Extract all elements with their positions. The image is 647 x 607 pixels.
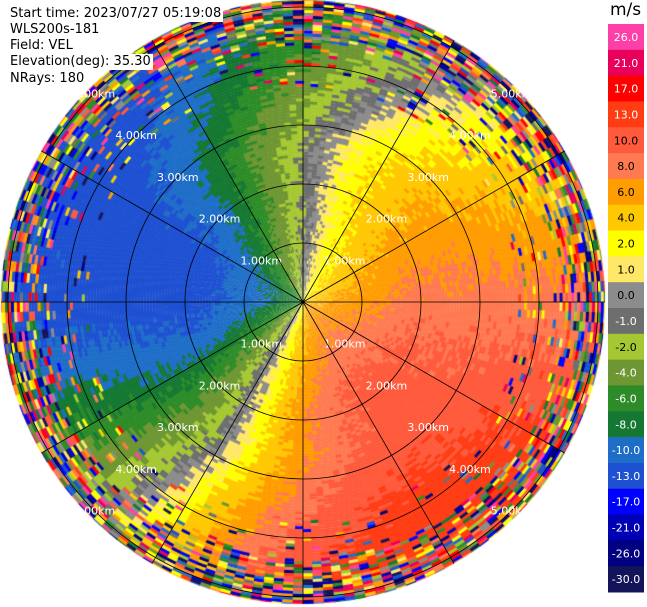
colorbar-segment bbox=[608, 153, 644, 180]
range-ring-label: 3.00km bbox=[157, 421, 199, 434]
colorbar-segment bbox=[608, 514, 644, 541]
range-ring-label: 2.00km bbox=[366, 379, 408, 392]
colorbar-segment bbox=[608, 75, 644, 102]
colorbar-tick-label: -17.0 bbox=[612, 496, 640, 509]
range-ring-label: 5.00km bbox=[491, 87, 533, 100]
colorbar-segment bbox=[608, 540, 644, 567]
range-ring-label: 4.00km bbox=[449, 129, 491, 142]
range-ring-label: 4.00km bbox=[115, 129, 157, 142]
colorbar-tick-label: 8.0 bbox=[617, 160, 635, 173]
colorbar-segment bbox=[608, 566, 644, 593]
instrument-label: WLS200s-181 bbox=[10, 22, 100, 37]
colorbar-tick-label: -2.0 bbox=[615, 341, 636, 354]
range-ring-label: 1.00km bbox=[240, 338, 282, 351]
colorbar-segment bbox=[608, 178, 644, 206]
colorbar-tick-label: 6.0 bbox=[617, 186, 635, 199]
colorbar-segment bbox=[608, 488, 644, 516]
range-ring-label: 2.00km bbox=[199, 213, 241, 226]
colorbar-tick-label: 26.0 bbox=[614, 31, 639, 44]
range-ring-label: 3.00km bbox=[407, 421, 449, 434]
colorbar-tick-label: 10.0 bbox=[614, 134, 639, 147]
colorbar-segment bbox=[608, 282, 644, 309]
colorbar-segment bbox=[608, 204, 644, 232]
azimuth-spoke bbox=[151, 40, 304, 303]
range-ring-label: 3.00km bbox=[407, 171, 449, 184]
range-ring-label: 4.00km bbox=[449, 463, 491, 476]
azimuth-spoke bbox=[151, 301, 304, 564]
range-ring-label: 3.00km bbox=[157, 171, 199, 184]
colorbar-segment bbox=[608, 49, 644, 77]
colorbar-segment bbox=[608, 333, 644, 361]
colorbar-tick-label: -30.0 bbox=[612, 573, 640, 586]
elevation-label: Elevation(deg): 35.30 bbox=[10, 54, 153, 70]
colorbar-segment bbox=[608, 230, 644, 257]
colorbar-segment bbox=[608, 359, 644, 386]
colorbar-unit: m/s bbox=[610, 0, 642, 20]
start-time-label: Start time: 2023/07/27 05:19:08 bbox=[10, 6, 224, 22]
colorbar-tick-label: -13.0 bbox=[612, 470, 640, 483]
colorbar-tick-label: 0.0 bbox=[617, 289, 635, 302]
range-ring-label: 4.00km bbox=[115, 463, 157, 476]
range-ring-label: 1.00km bbox=[324, 338, 366, 351]
colorbar-tick-label: -8.0 bbox=[615, 418, 636, 431]
colorbar-tick-label: -4.0 bbox=[615, 367, 636, 380]
colorbar-tick-label: 4.0 bbox=[617, 212, 635, 225]
range-ring-label: 1.00km bbox=[240, 254, 282, 267]
azimuth-spoke bbox=[302, 301, 455, 564]
azimuth-spoke bbox=[302, 40, 455, 303]
range-ring-label: 5.00km bbox=[74, 87, 116, 100]
nrays-label: NRays: 180 bbox=[10, 71, 85, 86]
range-ring-label: 2.00km bbox=[199, 379, 241, 392]
colorbar-tick-label: -26.0 bbox=[612, 547, 640, 560]
range-ring-label: 5.00km bbox=[74, 505, 116, 518]
colorbar-tick-label: 17.0 bbox=[614, 83, 639, 96]
colorbar-segment bbox=[608, 256, 644, 283]
colorbar-segment bbox=[608, 308, 644, 335]
colorbar-tick-label: -10.0 bbox=[612, 444, 640, 457]
colorbar-tick-label: 13.0 bbox=[614, 108, 639, 121]
range-ring-label: 5.00km bbox=[491, 505, 533, 518]
azimuth-spoke bbox=[41, 301, 304, 454]
range-ring-label: 1.00km bbox=[324, 254, 366, 267]
azimuth-spoke bbox=[41, 150, 304, 303]
colorbar: 26.0 21.0 17.0 13.0 10.0 8.0 6.0 4.0 2.0 1.0 0.0 -1… bbox=[608, 24, 644, 593]
colorbar-tick-label: 21.0 bbox=[614, 57, 639, 70]
colorbar-tick-label: -6.0 bbox=[615, 392, 636, 405]
colorbar-segment bbox=[608, 24, 644, 51]
colorbar-tick-label: 2.0 bbox=[617, 238, 635, 251]
colorbar-segment bbox=[608, 127, 644, 154]
colorbar-segment bbox=[608, 462, 644, 490]
colorbar-tick-label: -21.0 bbox=[612, 522, 640, 535]
colorbar-segment bbox=[608, 101, 644, 128]
colorbar-segment bbox=[608, 411, 644, 438]
colorbar-segment bbox=[608, 437, 644, 464]
colorbar-tick-label: -1.0 bbox=[615, 315, 636, 328]
azimuth-spoke bbox=[302, 150, 565, 303]
field-label: Field: VEL bbox=[10, 38, 73, 53]
azimuth-spoke bbox=[302, 301, 565, 454]
colorbar-tick-label: 1.0 bbox=[617, 263, 635, 276]
range-ring-label: 2.00km bbox=[366, 213, 408, 226]
colorbar-segment bbox=[608, 385, 644, 412]
